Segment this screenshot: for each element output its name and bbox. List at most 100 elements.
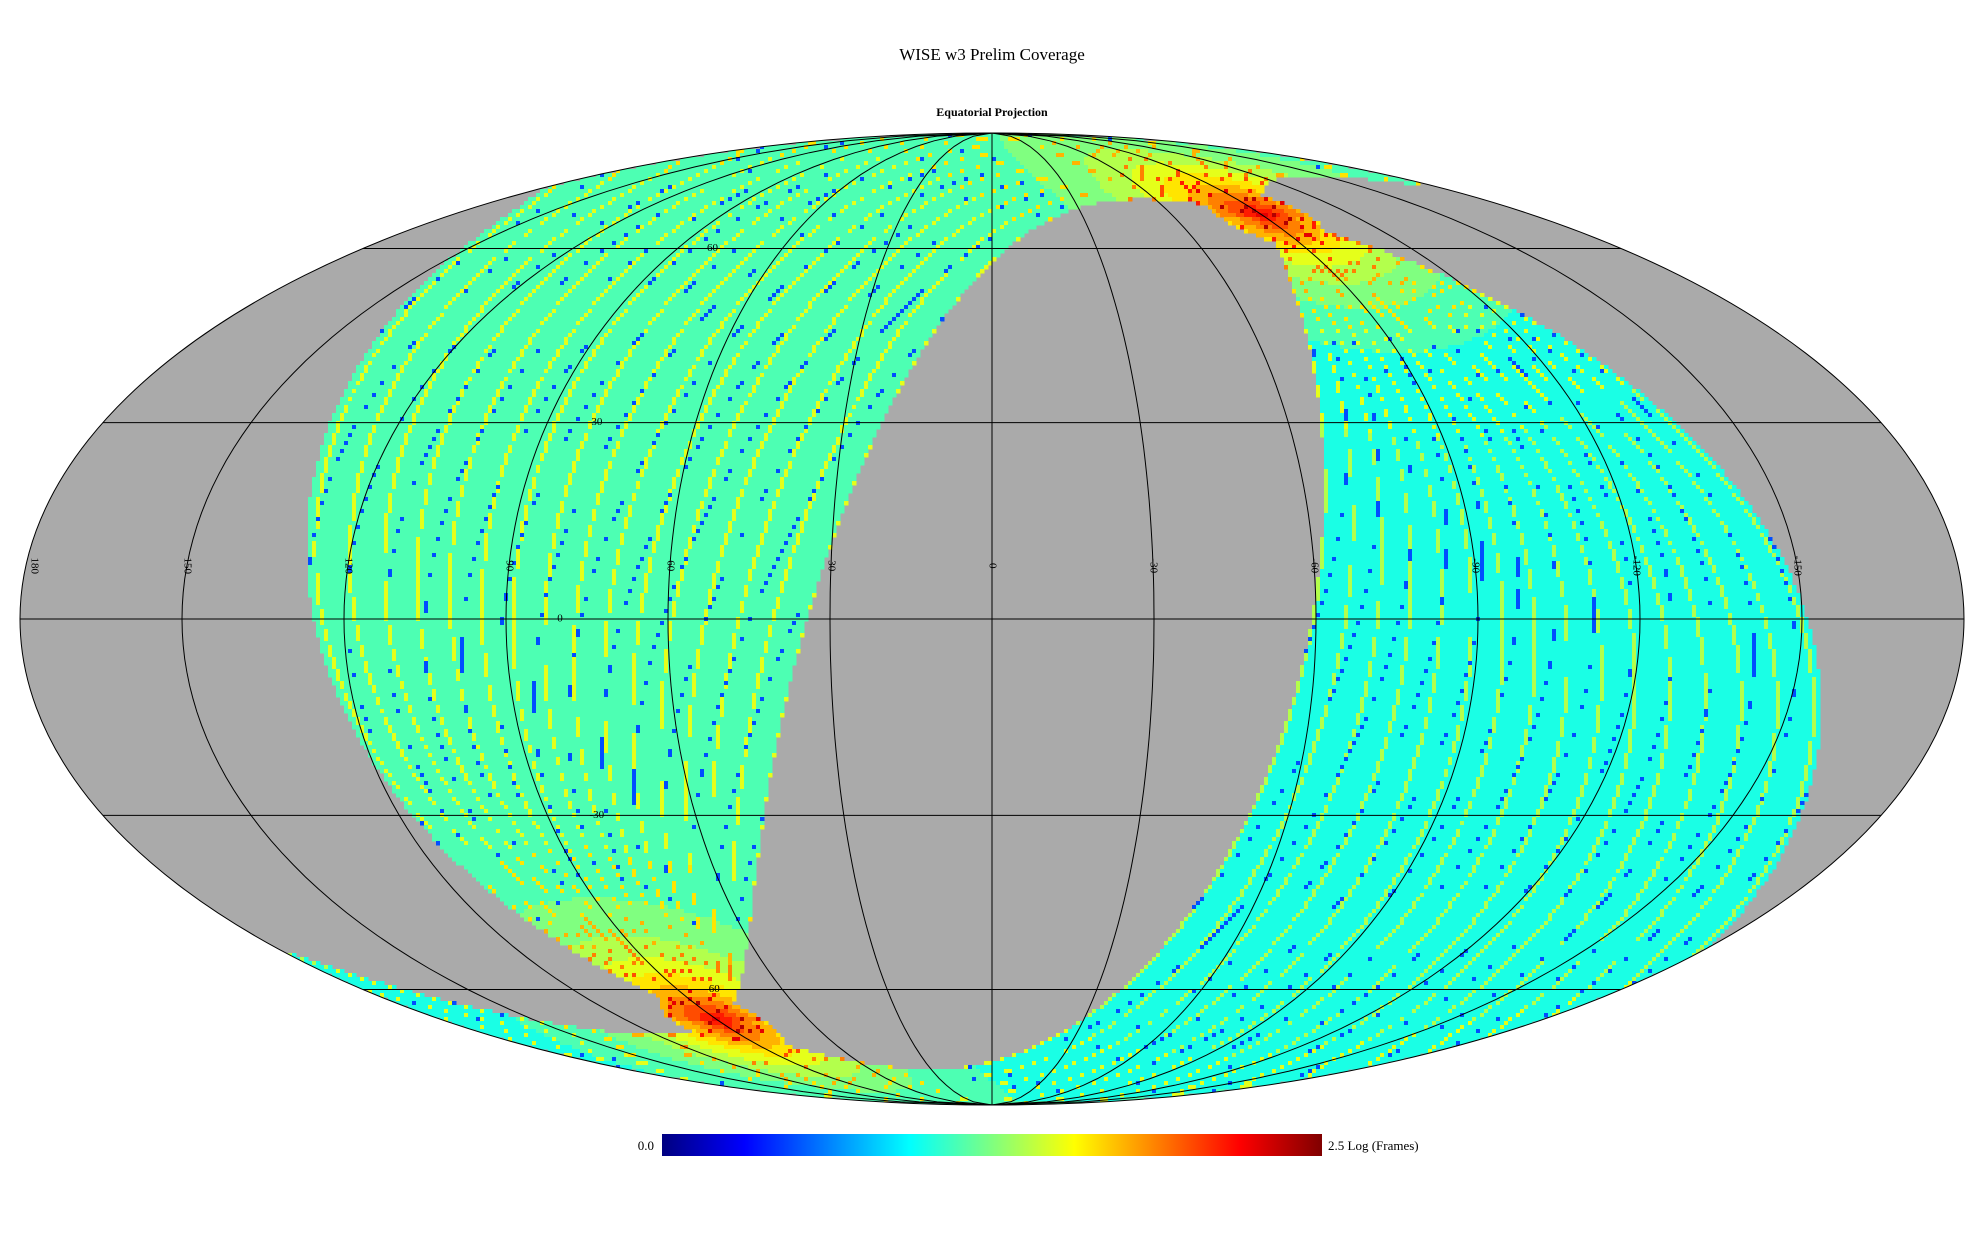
coverage-cell xyxy=(1396,441,1417,446)
coverage-cell xyxy=(708,405,741,410)
coverage-cell xyxy=(352,501,357,506)
coverage-cell xyxy=(1508,377,1525,382)
coverage-cell xyxy=(1512,309,1517,314)
coverage-cell xyxy=(492,353,521,358)
coverage-cell xyxy=(692,317,701,322)
coverage-cell xyxy=(1020,181,1025,186)
coverage-cell xyxy=(1376,349,1381,354)
coverage-cell xyxy=(1548,525,1573,530)
coverage-cell xyxy=(324,437,333,442)
coverage-cell xyxy=(452,341,457,346)
coverage-cell xyxy=(1332,365,1337,370)
coverage-cell xyxy=(1532,481,1581,486)
coverage-cell xyxy=(1324,469,1329,474)
coverage-cell xyxy=(344,393,373,398)
coverage-cell xyxy=(960,225,965,230)
coverage-cell xyxy=(1200,161,1205,166)
coverage-cell xyxy=(620,217,653,222)
coverage-cell xyxy=(1384,533,1409,538)
coverage-cell xyxy=(1336,277,1341,282)
coverage-cell xyxy=(552,421,557,426)
coverage-cell xyxy=(724,201,749,206)
coverage-cell xyxy=(540,265,557,270)
coverage-cell xyxy=(1044,145,1077,150)
coverage-cell xyxy=(1476,425,1481,430)
coverage-cell xyxy=(824,173,829,178)
coverage-cell xyxy=(688,373,693,378)
coverage-cell xyxy=(456,525,489,530)
coverage-cell xyxy=(948,269,981,274)
coverage-cell xyxy=(676,341,709,346)
coverage-cell xyxy=(912,189,917,194)
coverage-cell xyxy=(1256,209,1273,214)
coverage-cell xyxy=(1436,505,1477,510)
coverage-cell xyxy=(1316,249,1333,254)
coverage-cell xyxy=(392,317,401,322)
coverage-cell xyxy=(1376,449,1381,454)
coverage-cell xyxy=(1380,493,1405,498)
coverage-cell xyxy=(1484,357,1489,362)
coverage-cell xyxy=(920,301,925,306)
coverage-cell xyxy=(820,253,825,258)
coverage-cell xyxy=(1332,357,1337,362)
coverage-cell xyxy=(684,377,689,382)
coverage-cell xyxy=(488,505,493,510)
coverage-cell xyxy=(1548,533,1553,538)
coverage-cell xyxy=(660,429,693,434)
coverage-cell xyxy=(828,281,833,286)
coverage-cell xyxy=(712,201,717,206)
coverage-cell xyxy=(952,149,961,154)
coverage-cell xyxy=(1064,137,1093,142)
coverage-cell xyxy=(1656,465,1661,470)
coverage-cell xyxy=(1660,409,1665,414)
coverage-cell xyxy=(912,297,917,302)
coverage-cell xyxy=(1392,425,1433,430)
coverage-cell xyxy=(964,149,1009,154)
coverage-cell xyxy=(1028,209,1033,214)
coverage-cell xyxy=(1612,445,1637,450)
coverage-cell xyxy=(652,221,681,226)
coverage-cell xyxy=(1400,321,1405,326)
coverage-cell xyxy=(1708,457,1713,462)
coverage-cell xyxy=(732,469,749,474)
coverage-cell xyxy=(560,281,565,286)
coverage-cell xyxy=(1520,465,1525,470)
coverage-cell xyxy=(624,533,657,538)
coverage-cell xyxy=(1384,305,1389,310)
coverage-cell xyxy=(1412,465,1449,470)
coverage-cell xyxy=(800,273,805,278)
coverage-cell xyxy=(608,537,621,542)
coverage-cell xyxy=(1420,453,1425,458)
coverage-cell xyxy=(888,293,893,298)
coverage-cell xyxy=(808,513,841,518)
coverage-cell xyxy=(1296,237,1301,242)
coverage-cell xyxy=(1400,449,1465,454)
coverage-cell xyxy=(740,413,765,418)
coverage-cell xyxy=(868,445,873,450)
coverage-cell xyxy=(1384,529,1409,534)
coverage-cell xyxy=(1648,425,1673,430)
coverage-cell xyxy=(656,537,661,542)
coverage-cell xyxy=(964,177,969,182)
coverage-cell xyxy=(1252,181,1261,186)
coverage-cell xyxy=(1604,385,1633,390)
coverage-cell xyxy=(1464,509,1485,514)
coverage-cell xyxy=(1632,521,1689,526)
coverage-cell xyxy=(1616,453,1621,458)
coverage-cell xyxy=(660,521,665,526)
coverage-cell xyxy=(316,473,321,478)
coverage-cell xyxy=(516,429,521,434)
coverage-cell xyxy=(608,253,641,258)
coverage-cell xyxy=(1380,397,1385,402)
coverage-cell xyxy=(1472,397,1481,402)
coverage-cell xyxy=(1684,513,1689,518)
coverage-cell xyxy=(584,405,589,410)
coverage-cell xyxy=(684,329,717,334)
coverage-cell xyxy=(1172,197,1189,202)
coverage-cell xyxy=(804,365,837,370)
coverage-cell xyxy=(1316,309,1365,314)
coverage-cell xyxy=(760,445,765,450)
coverage-cell xyxy=(824,249,829,254)
coverage-cell xyxy=(552,425,557,430)
coverage-cell xyxy=(616,245,621,250)
